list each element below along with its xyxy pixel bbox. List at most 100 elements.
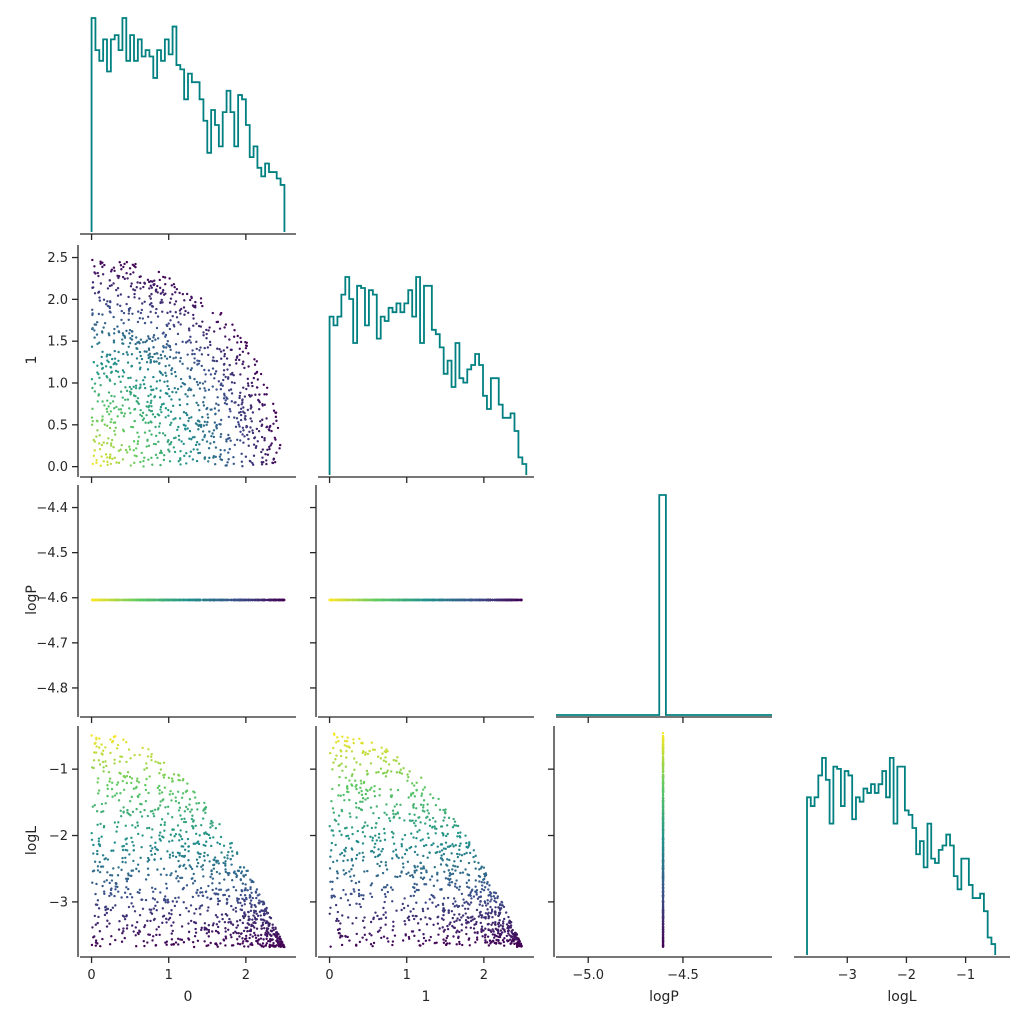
scatter-point: [400, 842, 403, 846]
scatter-point: [161, 310, 164, 313]
scatter-point: [351, 848, 354, 851]
scatter-point: [416, 922, 420, 925]
scatter-point: [91, 258, 94, 262]
scatter-point: [332, 894, 336, 898]
scatter-point: [96, 419, 99, 423]
scatter-point: [450, 598, 453, 602]
scatter-point: [164, 371, 167, 375]
scatter-point: [489, 900, 492, 903]
y-axis-label: logL: [24, 826, 40, 855]
scatter-point: [395, 803, 398, 806]
scatter-point: [384, 775, 388, 778]
scatter-point: [453, 824, 456, 827]
scatter-point: [218, 327, 222, 330]
scatter-point: [253, 911, 256, 914]
scatter-point: [274, 438, 277, 441]
scatter-point: [377, 848, 380, 851]
scatter-point: [507, 939, 510, 942]
scatter-point: [460, 916, 463, 919]
scatter-point: [212, 330, 216, 333]
scatter-point: [406, 773, 409, 776]
scatter-point: [188, 298, 192, 302]
scatter-point: [491, 598, 494, 602]
scatter-point: [136, 281, 139, 284]
scatter-point: [178, 291, 181, 295]
scatter-point: [176, 428, 179, 432]
scatter-point: [108, 894, 111, 898]
scatter-point: [180, 876, 184, 880]
scatter-point: [195, 441, 199, 444]
scatter-point: [418, 598, 422, 602]
scatter-point: [117, 359, 120, 363]
scatter-point: [260, 924, 263, 928]
scatter-point: [212, 429, 216, 432]
scatter-point: [365, 788, 368, 791]
scatter-point: [366, 869, 369, 873]
scatter-point: [247, 365, 250, 368]
scatter-point: [355, 761, 358, 764]
scatter-point: [103, 892, 106, 896]
scatter-point: [339, 749, 342, 752]
scatter-point: [374, 598, 377, 602]
scatter-point: [265, 462, 268, 466]
scatter-point: [108, 455, 112, 459]
scatter-point: [121, 428, 125, 432]
scatter-point: [143, 808, 146, 812]
scatter-point: [241, 598, 245, 602]
scatter-point: [384, 864, 388, 867]
scatter-point: [380, 917, 383, 920]
scatter-point: [154, 598, 158, 602]
scatter-point: [114, 885, 117, 888]
scatter-point: [484, 927, 487, 930]
scatter-point: [159, 768, 163, 771]
scatter-point: [203, 396, 206, 399]
scatter-point: [167, 900, 170, 904]
scatter-point: [153, 898, 157, 901]
scatter-point: [151, 339, 154, 343]
scatter-point: [103, 906, 107, 909]
scatter-point: [154, 311, 157, 315]
scatter-point: [510, 921, 513, 924]
scatter-point: [148, 429, 151, 433]
scatter-point: [460, 854, 464, 857]
scatter-point: [342, 859, 345, 863]
scatter-point: [174, 375, 178, 378]
scatter-point: [101, 884, 104, 888]
scatter-point: [246, 408, 250, 412]
scatter-point: [362, 825, 366, 828]
scatter-point: [234, 598, 238, 602]
scatter-point: [177, 321, 180, 324]
scatter-point: [180, 307, 183, 311]
scatter-point: [236, 942, 240, 945]
scatter-point: [192, 394, 196, 397]
scatter-point: [94, 939, 98, 942]
scatter-point: [230, 944, 234, 947]
scatter-point: [116, 294, 120, 297]
scatter-point: [458, 598, 461, 602]
scatter-point: [203, 808, 206, 811]
scatter-point: [140, 803, 143, 806]
scatter-point: [267, 924, 270, 928]
scatter-point: [198, 349, 201, 352]
scatter-point: [483, 877, 486, 881]
scatter-point: [212, 435, 216, 439]
scatter-point: [374, 911, 377, 914]
scatter-point: [140, 451, 143, 455]
scatter-point: [136, 821, 139, 824]
scatter-point: [101, 366, 105, 370]
scatter-point: [90, 838, 94, 841]
scatter-point: [164, 941, 167, 944]
scatter-point: [244, 598, 247, 602]
scatter-point: [109, 453, 112, 456]
scatter-point: [153, 852, 157, 856]
scatter-point: [191, 458, 195, 461]
scatter-point: [215, 943, 218, 946]
scatter-point: [173, 835, 176, 838]
scatter-point: [132, 905, 135, 908]
scatter-point: [239, 373, 242, 376]
scatter-point: [161, 291, 164, 294]
scatter-point: [148, 408, 151, 412]
scatter-point: [429, 793, 432, 796]
scatter-point: [504, 911, 508, 914]
